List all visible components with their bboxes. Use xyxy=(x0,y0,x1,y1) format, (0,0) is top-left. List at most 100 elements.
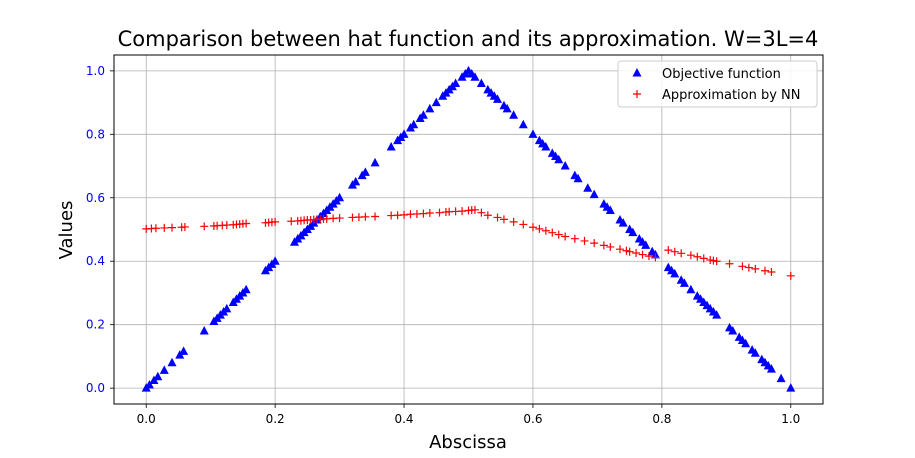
data-point-objective xyxy=(270,256,280,265)
data-point-objective xyxy=(386,142,396,151)
data-point-objective xyxy=(418,110,428,119)
data-point-objective xyxy=(528,129,538,138)
data-point-approximation xyxy=(371,212,380,221)
data-point-approximation xyxy=(590,239,599,248)
data-point-objective xyxy=(554,154,564,164)
data-point-approximation xyxy=(528,223,537,232)
legend-label-approximation: Approximation by NN xyxy=(662,88,801,103)
data-point-objective xyxy=(573,173,583,183)
data-point-objective xyxy=(476,78,486,88)
y-tick-label: 0.4 xyxy=(86,254,105,268)
data-point-approximation xyxy=(606,242,615,251)
data-point-approximation xyxy=(561,232,570,241)
data-point-objective xyxy=(179,346,189,355)
data-point-approximation xyxy=(625,247,634,256)
data-point-approximation xyxy=(200,222,209,231)
data-point-approximation xyxy=(425,209,434,218)
data-point-objective xyxy=(409,119,419,129)
data-point-approximation xyxy=(644,252,653,261)
data-point-approximation xyxy=(470,205,479,214)
data-point-approximation xyxy=(541,226,550,235)
data-point-approximation xyxy=(477,208,486,217)
axis-ticks: 0.0 0.2 0.4 0.6 0.8 1.0 0.0 0.2 0.4 0.6 0.8 1.0 xyxy=(86,64,800,426)
data-point-approximation xyxy=(535,224,544,233)
data-point-objective xyxy=(605,205,615,214)
data-point-objective xyxy=(750,348,760,357)
grid-lines xyxy=(114,55,823,404)
data-point-objective xyxy=(451,78,461,88)
data-point-approximation xyxy=(361,212,370,221)
data-point-objective xyxy=(360,167,370,176)
data-point-approximation xyxy=(738,262,747,271)
data-point-approximation xyxy=(400,210,409,219)
data-point-approximation xyxy=(335,214,344,223)
data-point-objective xyxy=(470,72,480,81)
data-point-approximation xyxy=(419,209,428,218)
data-point-approximation xyxy=(638,250,647,259)
data-point-objective xyxy=(686,284,696,294)
data-point-approximation xyxy=(271,217,280,226)
legend-triangle-marker xyxy=(632,68,642,77)
y-axis-label: Values xyxy=(56,201,77,260)
data-point-objective xyxy=(425,103,435,113)
legend-label-objective: Objective function xyxy=(662,67,781,82)
data-point-objective xyxy=(509,110,519,119)
data-point-approximation xyxy=(693,252,702,261)
data-point-objective xyxy=(766,364,776,373)
data-point-approximation xyxy=(548,228,557,237)
data-point-objective xyxy=(741,338,751,348)
legend-box xyxy=(617,60,818,108)
data-point-approximation xyxy=(664,246,673,255)
chart-title: Comparison between hat function and its … xyxy=(118,27,819,51)
x-tick-label: 1.0 xyxy=(781,412,800,426)
data-point-objective xyxy=(502,103,512,113)
data-point-objective xyxy=(589,189,599,199)
data-point-approximation xyxy=(554,230,563,239)
legend-plus-marker xyxy=(633,90,641,98)
data-point-objective xyxy=(541,142,551,151)
data-point-approximation xyxy=(686,251,695,260)
data-point-objective xyxy=(399,129,409,138)
data-point-approximation xyxy=(570,234,579,243)
data-point-approximation xyxy=(767,268,776,277)
data-point-approximation xyxy=(744,263,753,272)
data-point-objective xyxy=(493,94,503,103)
data-point-objective xyxy=(679,278,689,287)
data-point-approximation xyxy=(493,213,502,222)
series-1 xyxy=(142,205,795,280)
x-axis-label: Abscissa xyxy=(429,432,507,453)
data-point-approximation xyxy=(725,259,734,268)
y-tick-label: 0.2 xyxy=(86,318,105,332)
data-point-approximation xyxy=(435,208,444,217)
data-point-approximation xyxy=(599,241,608,250)
data-series xyxy=(141,65,796,392)
data-point-approximation xyxy=(242,219,251,228)
legend: Objective function Approximation by NN xyxy=(617,60,818,108)
y-tick-label: 0.0 xyxy=(86,381,105,395)
data-point-approximation xyxy=(509,217,518,226)
data-point-objective xyxy=(335,192,345,202)
series-0 xyxy=(141,65,796,392)
data-point-objective xyxy=(370,157,380,167)
data-point-approximation xyxy=(677,249,686,258)
data-point-objective xyxy=(628,227,638,237)
data-point-approximation xyxy=(499,215,508,224)
data-point-approximation xyxy=(712,257,721,266)
x-tick-label: 0.2 xyxy=(266,412,285,426)
data-point-objective xyxy=(728,326,738,335)
data-point-approximation xyxy=(580,236,589,245)
legend-marker-approximation xyxy=(633,90,641,98)
data-point-approximation xyxy=(615,245,624,254)
data-point-approximation xyxy=(160,223,169,232)
data-point-objective xyxy=(241,284,251,294)
data-point-objective xyxy=(159,365,169,374)
data-point-objective xyxy=(786,383,796,392)
data-point-objective xyxy=(431,97,441,107)
x-tick-label: 0.0 xyxy=(137,412,156,426)
data-point-approximation xyxy=(670,247,679,256)
plot-frame xyxy=(113,54,824,405)
data-point-approximation xyxy=(180,222,189,231)
data-point-objective xyxy=(518,119,528,129)
